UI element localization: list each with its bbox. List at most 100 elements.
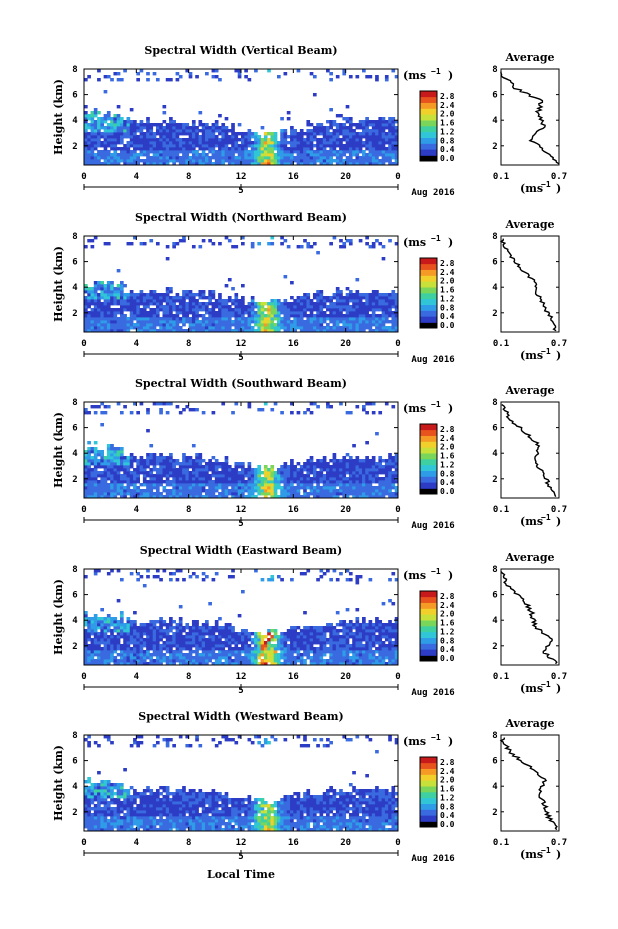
heatmap-cell [152,480,157,484]
heatmap-cell [339,245,343,249]
heatmap-cell [293,471,297,475]
heatmap-cell [339,483,343,487]
heatmap-cell [378,135,383,139]
heatmap-cell [286,492,291,496]
heatmap-cell [103,299,108,303]
heatmap-cell [129,141,134,145]
heatmap-cell [224,638,229,642]
heatmap-cell [355,162,360,166]
heatmap-cell [339,465,343,469]
heatmap-cell [119,459,124,463]
heatmap-cell [136,462,140,466]
heatmap-cell [352,162,356,166]
heatmap-cell [381,296,386,300]
heatmap-cell [110,135,114,139]
heatmap-cell [352,323,356,327]
heatmap-cell [280,638,284,642]
heatmap-cell [286,474,291,478]
heatmap-cell [119,123,124,127]
heatmap-cell [201,156,206,160]
heatmap-cell [329,147,333,151]
heatmap-cell [191,329,196,333]
heatmap-cell [237,489,242,493]
heatmap-cell [263,474,268,478]
heatmap-cell [208,147,212,151]
x-tick-label: 16 [288,339,299,349]
heatmap-cell [178,623,183,627]
heatmap-cell [381,302,386,306]
heatmap-cell [90,468,95,472]
heatmap-cell [126,153,131,157]
heatmap-cell [162,129,167,133]
heatmap-cell [113,156,118,160]
heatmap-cell [116,120,121,124]
heatmap-cell [326,141,330,145]
heatmap-cell [270,495,275,499]
heatmap-cell [155,329,160,333]
heatmap-cell [263,656,268,660]
heatmap-cell [394,299,399,303]
heatmap-cell [345,239,350,243]
heatmap-cell [103,465,108,469]
heatmap-cell [299,320,304,324]
heatmap-cell [110,78,114,82]
heatmap-cell [133,141,137,145]
heatmap-cell [195,474,199,478]
heatmap-cell [263,495,268,499]
heatmap-cell [119,614,124,618]
heatmap-cell [270,408,275,412]
heatmap-cell [126,323,131,327]
heatmap-cell [365,144,369,148]
heatmap-cell [214,653,219,657]
heatmap-cell [329,483,333,487]
heatmap-cell [362,474,366,478]
heatmap-cell [371,150,376,154]
heatmap-cell [280,632,284,636]
heatmap-cell [214,317,219,321]
heatmap-cell [270,486,275,490]
heatmap-cell [113,138,118,142]
heatmap-cell [227,156,232,160]
heatmap-cell [306,138,311,142]
heatmap-cell [332,492,337,496]
heatmap-cell [394,465,399,469]
heatmap-cell [345,150,350,154]
heatmap-cell [342,153,347,157]
heatmap-cell [260,162,265,166]
heatmap-cell [133,480,137,484]
heatmap-cell [231,495,235,499]
heatmap-cell [139,132,144,136]
heatmap-cell [316,477,320,481]
heatmap-cell [178,147,183,151]
heatmap-cell [381,120,386,124]
heatmap-cell [152,662,157,666]
heatmap-cell [391,135,396,139]
heatmap-cell [345,287,350,291]
heatmap-cell [329,474,333,478]
heatmap-cell [185,638,190,642]
heatmap-cell [175,650,180,654]
heatmap-cell [362,326,366,330]
heatmap-cell [106,659,111,663]
heatmap-cell [106,317,111,321]
heatmap-cell [208,626,212,630]
heatmap-cell [214,638,219,642]
heatmap-cell [241,305,245,309]
heatmap-cell [205,126,209,130]
heatmap-cell [113,495,118,499]
heatmap-cell [136,320,140,324]
heatmap-cell [227,465,232,469]
heatmap-cell [218,462,222,466]
heatmap-cell [175,489,180,493]
heatmap-cell [84,147,88,151]
heatmap-cell [149,141,154,145]
heatmap-cell [329,405,333,409]
heatmap-cell [119,450,124,454]
heatmap-cell [152,323,157,327]
heatmap-cell [283,641,288,645]
heatmap-cell [182,495,186,499]
heatmap-cell [316,296,320,300]
heatmap-cell [182,329,186,333]
heatmap-cell [146,299,150,303]
